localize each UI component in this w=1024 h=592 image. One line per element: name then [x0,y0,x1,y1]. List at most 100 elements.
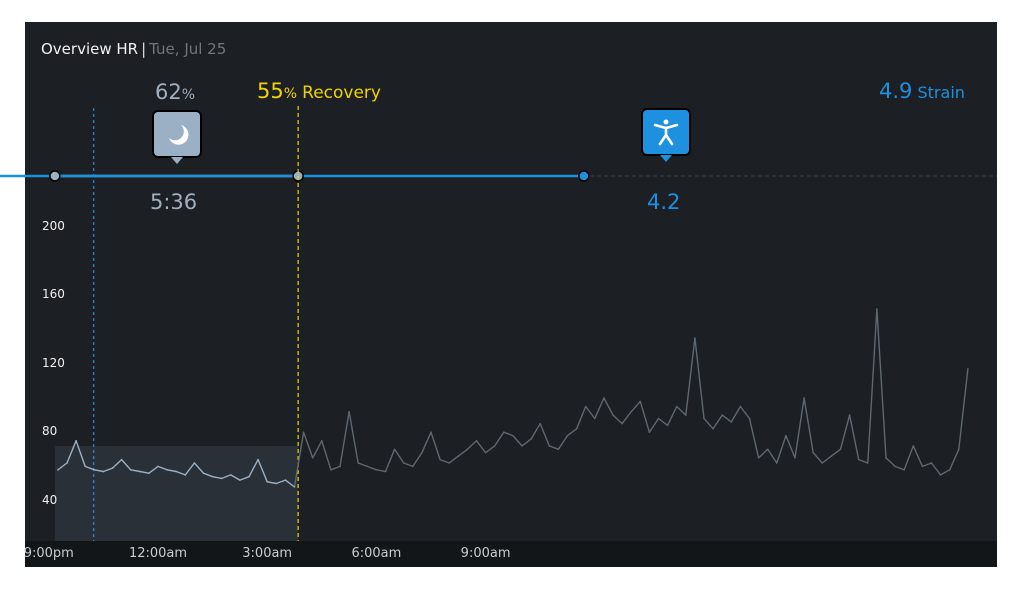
workout-bubble[interactable] [641,108,691,162]
workout-strain: 4.2 [647,190,681,214]
hr-point [730,421,733,423]
hr-point [412,465,414,468]
y-tick-label: 40 [42,492,58,507]
recovery-label: 55% Recovery [257,79,381,103]
hr-point [512,434,514,437]
hr-point [557,448,560,451]
hr-point [867,462,869,464]
hr-point [967,368,969,370]
hr-point [694,337,696,339]
hr-point [785,434,787,437]
hr-point [421,451,423,454]
hr-point [857,458,860,461]
hr-point [685,414,687,416]
hr-point [248,475,250,478]
hr-point [466,448,469,451]
hr-point [311,457,314,459]
date-text: Tue, Jul 25 [149,40,227,58]
hr-point [757,457,760,459]
hr-point [175,470,177,473]
hr-point [958,448,960,451]
hr-point [603,397,605,399]
hr-point [584,405,587,408]
hr-point [402,462,405,464]
hr-point [503,431,505,434]
hr-point [493,445,496,447]
hr-point [257,458,259,461]
hr-point [275,482,278,485]
y-tick-label: 120 [42,355,65,370]
x-tick-label: 3:00am [242,546,293,561]
hr-point [930,462,933,464]
person-activity-icon [653,119,679,146]
hr-point [921,465,924,468]
hr-point [366,465,369,468]
hr-point [111,467,114,469]
hr-point [148,472,150,475]
hr-point [739,405,742,408]
hr-point [266,480,269,483]
hr-point [876,308,878,310]
hr-point [102,470,105,473]
hr-point [939,474,942,476]
hr-point [166,469,168,471]
hr-point [284,479,287,481]
hr-point [75,439,77,442]
hr-point [321,439,323,442]
hr-point [903,469,905,471]
sleep-performance: 62% [155,80,195,104]
sleep-performance-unit: % [181,87,196,103]
recovery-text: Recovery [302,83,381,103]
hr-point [220,477,223,480]
hr-point [348,410,350,413]
hr-point [375,469,378,471]
hr-point [766,448,769,451]
hr-point [803,397,805,399]
moon-icon [169,125,189,145]
title-text: Overview HR [41,40,139,58]
workout-start-dot [578,170,590,182]
hr-point [594,417,596,420]
hr-point [521,445,523,447]
x-tick-label: 9:00am [460,546,511,561]
hr-point [666,424,669,427]
hr-point [302,431,305,434]
hr-point [648,431,651,434]
hr-point [839,448,842,451]
hr-point [393,448,396,451]
strain-label: 4.9 Strain [879,79,965,103]
hr-point [630,410,632,413]
y-tick-label: 80 [42,424,58,439]
hr-point [339,465,341,468]
hr-point [848,414,851,416]
recovery-value: 55 [257,79,284,103]
hr-point [384,470,387,473]
hr-point [66,462,68,464]
hr-point [120,458,123,461]
title-separator: | [141,40,147,58]
hr-point [293,486,296,488]
hr-point [948,469,951,471]
hr-point [894,465,896,468]
chart-title: Overview HR | Tue, Jul 25 [41,40,226,58]
hr-point [712,427,714,430]
sleep-bubble[interactable] [152,110,202,164]
hr-point [612,414,614,416]
sleep-duration: 5:36 [150,190,198,214]
hr-point [475,439,478,442]
hr-point [211,475,214,478]
hr-point [84,465,86,468]
hr-point [357,462,360,464]
x-axis-bar [25,541,997,567]
x-tick-label: 6:00am [351,546,402,561]
hr-point [193,462,196,464]
hr-point [703,417,705,420]
x-tick-label: 12:00am [128,546,188,561]
hr-point [748,417,751,420]
hr-point [230,474,232,476]
hr-point [239,479,241,481]
hr-point [812,451,814,454]
sleep-start-dot [49,170,61,182]
x-tick-label: 9:00pm [23,546,74,561]
hr-point [539,422,541,425]
